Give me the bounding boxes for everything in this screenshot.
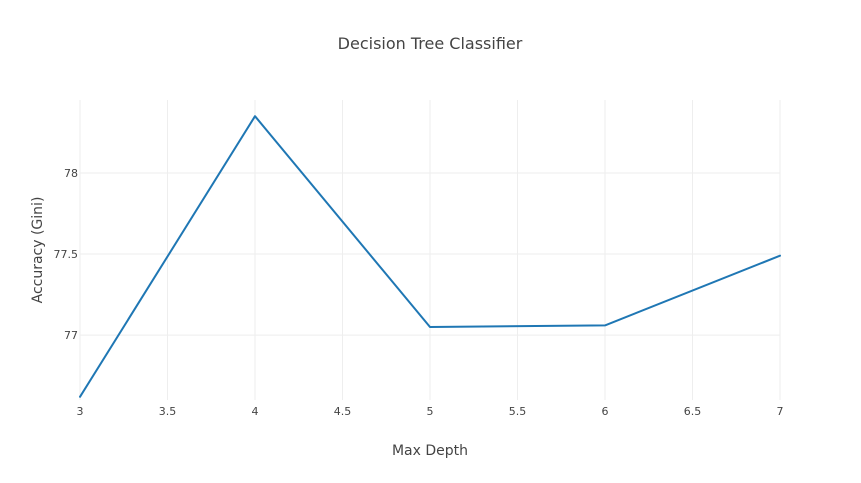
y-tick-label: 77.5 [54,248,79,261]
y-tick-label: 78 [64,167,78,180]
x-tick-label: 3 [77,405,84,418]
grid [79,100,781,400]
x-tick-label: 4.5 [334,405,352,418]
x-tick-label: 5 [427,405,434,418]
x-tick-label: 7 [777,405,784,418]
y-axis-title: Accuracy (Gini) [30,197,46,304]
series-layer [79,115,781,398]
x-tick-label: 4 [252,405,259,418]
chart-title: Decision Tree Classifier [338,34,523,53]
x-tick-label: 6.5 [684,405,702,418]
x-axis-ticks: 3 3.5 4 4.5 5 5.5 6 6.5 7 [77,405,784,418]
y-axis-ticks: 77 77.5 78 [54,167,79,342]
y-tick-label: 77 [64,329,78,342]
x-tick-label: 3.5 [159,405,177,418]
x-tick-label: 5.5 [509,405,527,418]
x-axis-title: Max Depth [392,443,468,459]
x-tick-label: 6 [602,405,609,418]
series-line[interactable] [79,115,781,398]
